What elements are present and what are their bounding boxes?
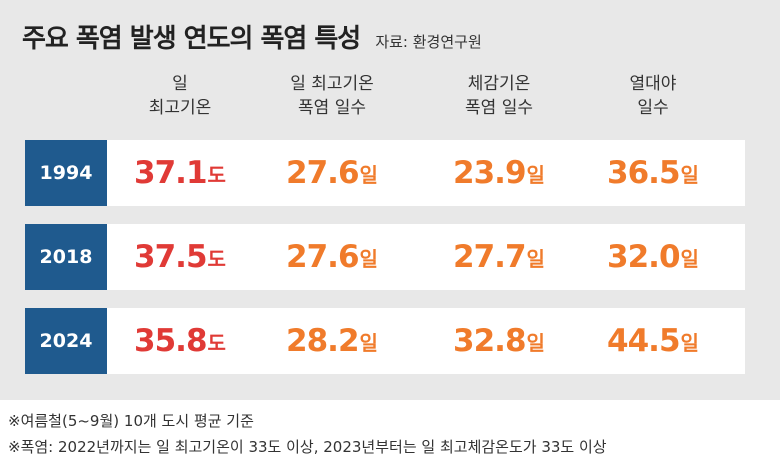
unit: 일 <box>680 246 699 271</box>
value: 44.5 <box>607 323 680 359</box>
table-row-2024: 2024 35.8 도 28.2 일 32.8 일 44.5 일 <box>25 308 745 374</box>
column-header-tropical-nights: 열대야 일수 <box>578 72 728 120</box>
column-header-line: 일수 <box>637 98 669 118</box>
cell-tropical-nights: 44.5 일 <box>578 308 728 374</box>
column-header-line: 폭염 일수 <box>465 98 533 118</box>
chart-title: 주요 폭염 발생 연도의 폭염 특성 <box>22 24 361 54</box>
column-header-line: 열대야 <box>629 74 677 94</box>
unit: 일 <box>680 330 699 355</box>
cell-max-temp: 37.5 도 <box>105 224 255 290</box>
column-header-max-temp: 일 최고기온 <box>105 72 255 120</box>
table-row-1994: 1994 37.1 도 27.6 일 23.9 일 36.5 일 <box>25 140 745 206</box>
unit: 일 <box>359 162 378 187</box>
value: 37.5 <box>134 239 207 275</box>
unit: 도 <box>207 246 226 271</box>
footnote-definition: ※폭염: 2022년까지는 일 최고기온이 33도 이상, 2023년부터는 일… <box>8 438 607 456</box>
value: 28.2 <box>286 323 359 359</box>
value: 27.6 <box>286 239 359 275</box>
cell-tropical-nights: 32.0 일 <box>578 224 728 290</box>
value: 32.0 <box>607 239 680 275</box>
cell-feels-like-days: 27.7 일 <box>424 224 574 290</box>
column-header-heatwave-days: 일 최고기온 폭염 일수 <box>257 72 407 120</box>
cell-heatwave-days: 27.6 일 <box>257 224 407 290</box>
cell-feels-like-days: 32.8 일 <box>424 308 574 374</box>
value: 23.9 <box>453 155 526 191</box>
year-label: 2018 <box>25 224 107 290</box>
column-header-line: 일 <box>172 74 188 94</box>
value: 36.5 <box>607 155 680 191</box>
column-header-line: 최고기온 <box>148 98 212 118</box>
unit: 도 <box>207 330 226 355</box>
unit: 도 <box>207 162 226 187</box>
cell-heatwave-days: 27.6 일 <box>257 140 407 206</box>
value: 32.8 <box>453 323 526 359</box>
table-row-2018: 2018 37.5 도 27.6 일 27.7 일 32.0 일 <box>25 224 745 290</box>
unit: 일 <box>526 162 545 187</box>
column-headers: 일 최고기온 일 최고기온 폭염 일수 체감기온 폭염 일수 열대야 일수 <box>0 72 780 132</box>
cell-tropical-nights: 36.5 일 <box>578 140 728 206</box>
unit: 일 <box>359 246 378 271</box>
unit: 일 <box>526 330 545 355</box>
value: 27.6 <box>286 155 359 191</box>
chart-panel: 주요 폭염 발생 연도의 폭염 특성 자료: 환경연구원 일 최고기온 일 최고… <box>0 0 780 400</box>
value: 35.8 <box>134 323 207 359</box>
source-label: 자료: 환경연구원 <box>375 33 482 51</box>
unit: 일 <box>359 330 378 355</box>
header: 주요 폭염 발생 연도의 폭염 특성 자료: 환경연구원 <box>22 18 482 55</box>
value: 27.7 <box>453 239 526 275</box>
column-header-line: 폭염 일수 <box>298 98 366 118</box>
cell-max-temp: 35.8 도 <box>105 308 255 374</box>
cell-max-temp: 37.1 도 <box>105 140 255 206</box>
cell-heatwave-days: 28.2 일 <box>257 308 407 374</box>
unit: 일 <box>680 162 699 187</box>
column-header-feels-like-days: 체감기온 폭염 일수 <box>424 72 574 120</box>
column-header-line: 체감기온 <box>467 74 531 94</box>
column-header-line: 일 최고기온 <box>290 74 374 94</box>
year-label: 2024 <box>25 308 107 374</box>
cell-feels-like-days: 23.9 일 <box>424 140 574 206</box>
year-label: 1994 <box>25 140 107 206</box>
value: 37.1 <box>134 155 207 191</box>
unit: 일 <box>526 246 545 271</box>
footnote-basis: ※여름철(5~9월) 10개 도시 평균 기준 <box>8 412 254 430</box>
